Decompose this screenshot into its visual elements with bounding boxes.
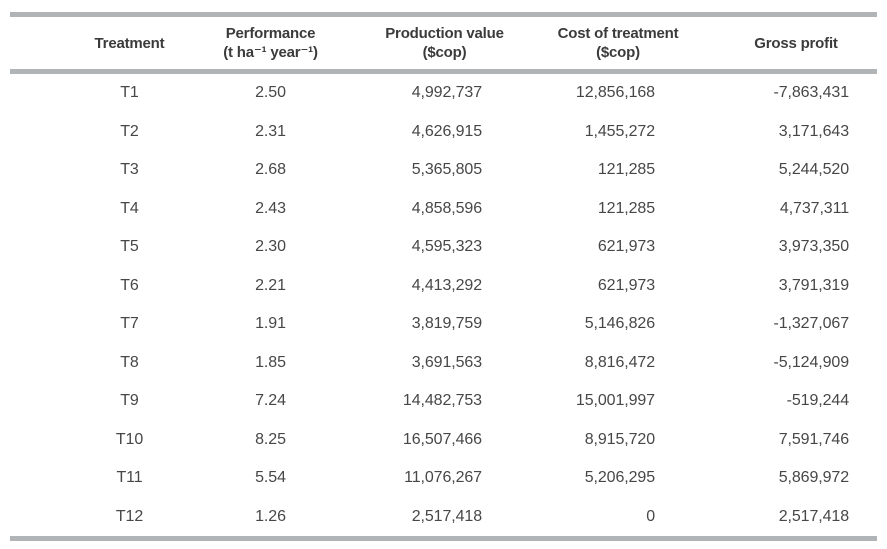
cell-performance: 2.31 (255, 122, 286, 140)
cell-treatment: T3 (120, 161, 139, 179)
table-row: T3 2.68 5,365,805 121,285 5,244,520 (10, 151, 877, 190)
col-header-performance: Performance (t ha⁻¹ year⁻¹) (210, 14, 360, 74)
cell-production-value: 3,819,759 (411, 315, 482, 333)
cell-performance: 2.30 (255, 238, 286, 256)
cell-cost-of-treatment: 15,001,997 (575, 392, 655, 410)
cell-gross-profit: -519,244 (786, 392, 849, 410)
cell-performance: 2.50 (255, 84, 286, 102)
col-header-production-value: Production value ($cop) (360, 14, 540, 74)
col-header-gross-profit-label: Gross profit (754, 34, 838, 52)
cell-production-value: 4,992,737 (411, 84, 482, 102)
col-header-cost-of-treatment-sub: ($cop) (596, 44, 640, 61)
cell-gross-profit: 2,517,418 (778, 507, 849, 525)
cell-gross-profit: -7,863,431 (773, 84, 849, 102)
cell-production-value: 16,507,466 (402, 430, 482, 448)
cell-treatment: T2 (120, 122, 139, 140)
col-header-treatment-label: Treatment (94, 34, 165, 52)
cell-performance: 1.91 (255, 315, 286, 333)
table-row: T1 2.50 4,992,737 12,856,168 -7,863,431 (10, 72, 877, 113)
cell-treatment: T7 (120, 315, 139, 333)
cell-performance: 2.68 (255, 161, 286, 179)
cell-cost-of-treatment: 0 (646, 507, 655, 525)
table-row: T10 8.25 16,507,466 8,915,720 7,591,746 (10, 421, 877, 460)
col-header-performance-sub: (t ha⁻¹ year⁻¹) (223, 44, 318, 61)
col-header-performance-label: Performance (225, 25, 316, 42)
cell-performance: 8.25 (255, 430, 286, 448)
cell-production-value: 5,365,805 (411, 161, 482, 179)
cell-cost-of-treatment: 5,146,826 (584, 315, 655, 333)
cell-gross-profit: 5,244,520 (778, 161, 849, 179)
cell-cost-of-treatment: 1,455,272 (584, 122, 655, 140)
col-header-treatment: Treatment (10, 14, 210, 74)
col-header-production-value-label: Production value (385, 25, 504, 42)
cell-gross-profit: 5,869,972 (778, 469, 849, 487)
cell-cost-of-treatment: 121,285 (597, 199, 655, 217)
cell-cost-of-treatment: 8,816,472 (584, 353, 655, 371)
cell-production-value: 4,595,323 (411, 238, 482, 256)
cell-treatment: T10 (115, 430, 144, 448)
cell-gross-profit: 3,973,350 (778, 238, 849, 256)
cell-performance: 2.21 (255, 276, 286, 294)
cell-treatment: T1 (120, 84, 139, 102)
col-header-cost-of-treatment-label: Cost of treatment (557, 25, 679, 42)
table-row: T9 7.24 14,482,753 15,001,997 -519,244 (10, 382, 877, 421)
cell-production-value: 4,413,292 (411, 276, 482, 294)
treatment-economics-table-wrap: Treatment Performance (t ha⁻¹ year⁻¹) Pr… (10, 12, 877, 541)
cell-treatment: T6 (120, 276, 139, 294)
cell-treatment: T9 (120, 392, 139, 410)
cell-cost-of-treatment: 621,973 (597, 276, 655, 294)
cell-performance: 1.85 (255, 353, 286, 371)
cell-performance: 7.24 (255, 392, 286, 410)
table-row: T7 1.91 3,819,759 5,146,826 -1,327,067 (10, 305, 877, 344)
table-row: T11 5.54 11,076,267 5,206,295 5,869,972 (10, 459, 877, 498)
cell-production-value: 14,482,753 (402, 392, 482, 410)
cell-performance: 2.43 (255, 199, 286, 217)
cell-gross-profit: 3,171,643 (778, 122, 849, 140)
cell-production-value: 4,626,915 (411, 122, 482, 140)
cell-performance: 5.54 (255, 469, 286, 487)
col-header-production-value-sub: ($cop) (422, 44, 467, 61)
cell-gross-profit: -1,327,067 (773, 315, 849, 333)
treatment-economics-table: Treatment Performance (t ha⁻¹ year⁻¹) Pr… (10, 12, 877, 541)
cell-treatment: T12 (115, 507, 144, 525)
cell-cost-of-treatment: 621,973 (597, 238, 655, 256)
table-row: T5 2.30 4,595,323 621,973 3,973,350 (10, 228, 877, 267)
cell-cost-of-treatment: 12,856,168 (575, 84, 655, 102)
cell-treatment: T5 (120, 238, 139, 256)
table-row: T12 1.26 2,517,418 0 2,517,418 (10, 498, 877, 539)
header-row: Treatment Performance (t ha⁻¹ year⁻¹) Pr… (10, 14, 877, 74)
cell-gross-profit: -5,124,909 (773, 353, 849, 371)
cell-cost-of-treatment: 5,206,295 (584, 469, 655, 487)
table-row: T8 1.85 3,691,563 8,816,472 -5,124,909 (10, 344, 877, 383)
cell-cost-of-treatment: 8,915,720 (584, 430, 655, 448)
cell-production-value: 11,076,267 (404, 469, 482, 487)
table-row: T4 2.43 4,858,596 121,285 4,737,311 (10, 190, 877, 229)
cell-treatment: T4 (120, 199, 139, 217)
cell-gross-profit: 4,737,311 (779, 199, 849, 217)
table-row: T6 2.21 4,413,292 621,973 3,791,319 (10, 267, 877, 306)
cell-treatment: T11 (116, 469, 143, 487)
cell-production-value: 4,858,596 (411, 199, 482, 217)
cell-production-value: 3,691,563 (411, 353, 482, 371)
cell-gross-profit: 7,591,746 (778, 430, 849, 448)
table-row: T2 2.31 4,626,915 1,455,272 3,171,643 (10, 113, 877, 152)
cell-production-value: 2,517,418 (411, 507, 482, 525)
col-header-cost-of-treatment: Cost of treatment ($cop) (540, 14, 715, 74)
cell-treatment: T8 (120, 353, 139, 371)
cell-cost-of-treatment: 121,285 (597, 161, 655, 179)
col-header-gross-profit: Gross profit (715, 14, 877, 74)
cell-gross-profit: 3,791,319 (778, 276, 849, 294)
cell-performance: 1.26 (255, 507, 286, 525)
